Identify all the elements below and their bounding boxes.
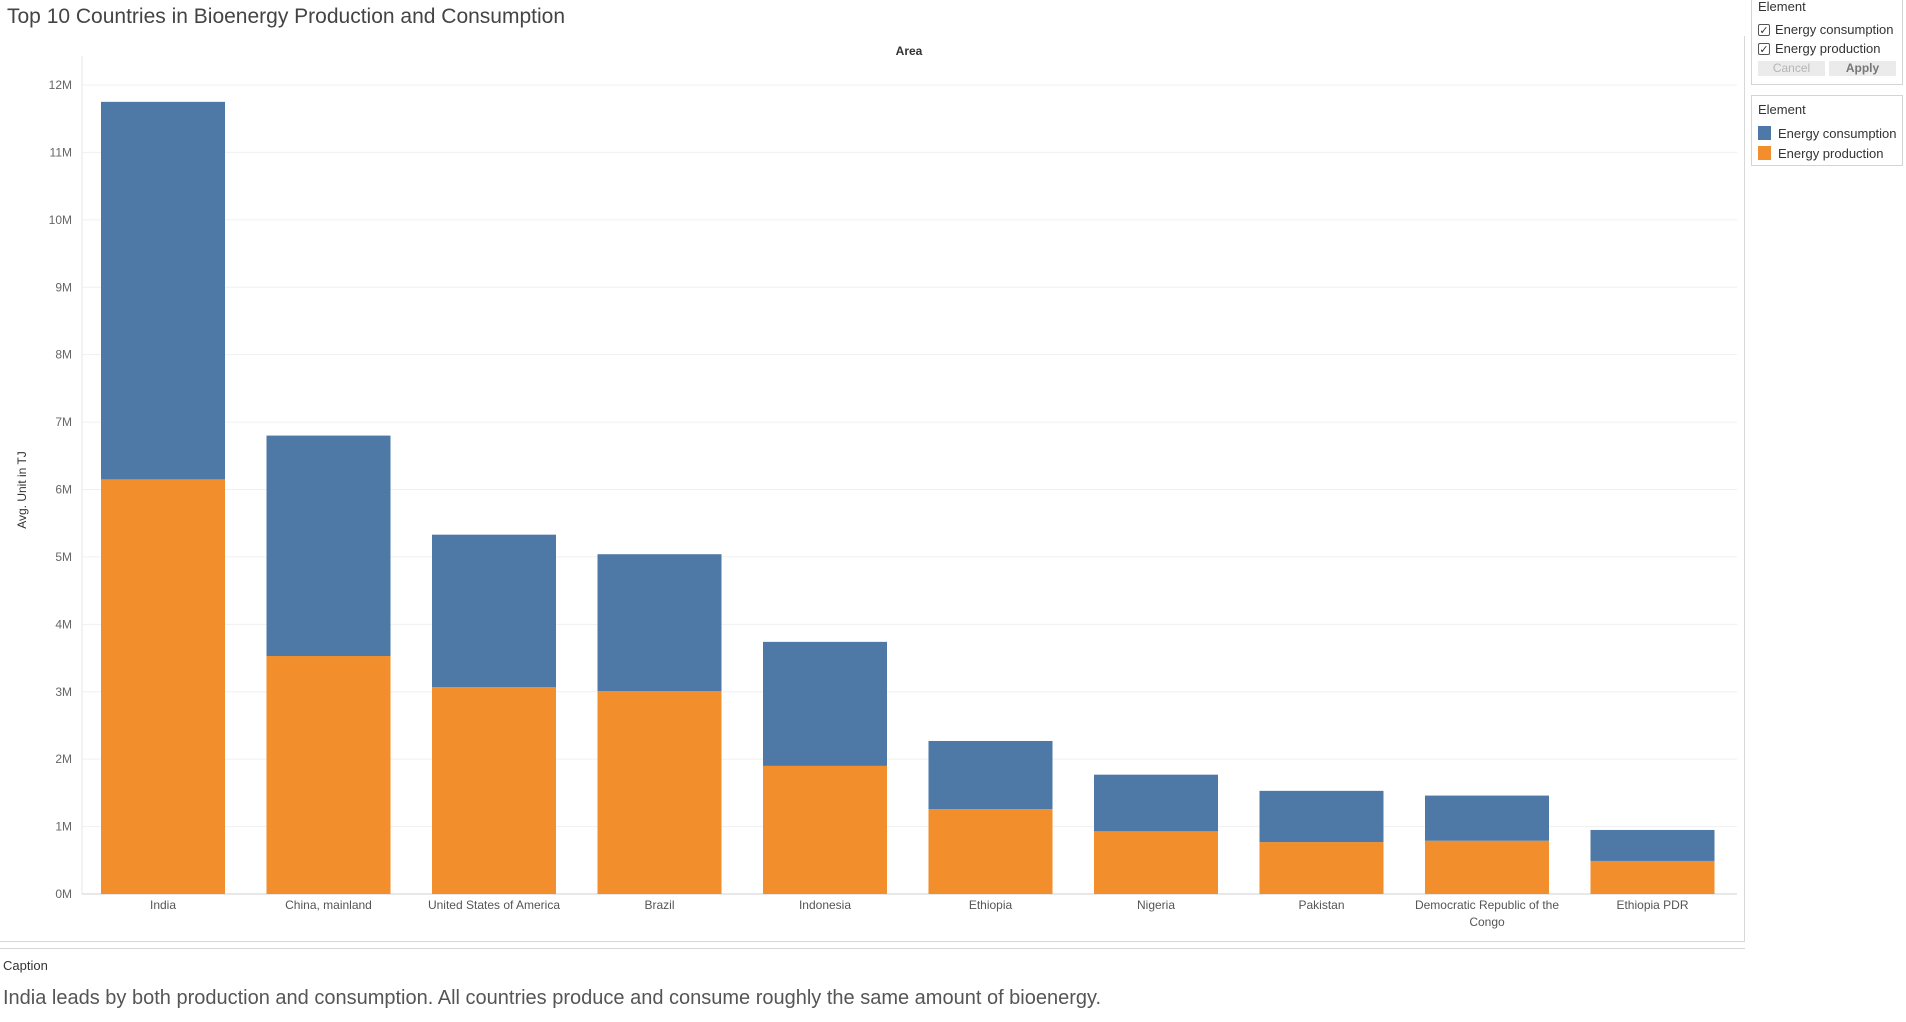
x-tick-label: Brazil bbox=[644, 898, 674, 912]
legend-item-energy-production[interactable]: Energy production bbox=[1752, 143, 1902, 163]
y-tick-label: 1M bbox=[55, 820, 72, 834]
y-tick-label: 8M bbox=[55, 348, 72, 362]
element-filter-panel: Element ✓ Energy consumption ✓ Energy pr… bbox=[1751, 0, 1903, 85]
bar-energy-production bbox=[928, 809, 1053, 894]
y-tick-label: 2M bbox=[55, 752, 72, 766]
legend-item-label: Energy production bbox=[1778, 145, 1884, 161]
stacked-bar-chart: Area 0M 1M 2M 3M 4M 5M 6M 7M 8M 9M 10M 11M 12M Avg. Un… bbox=[15, 44, 1737, 929]
bar-energy-production bbox=[1094, 831, 1218, 894]
bar-energy-consumption bbox=[1259, 790, 1384, 843]
legend-item-label: Energy consumption bbox=[1778, 125, 1897, 141]
y-tick-label: 7M bbox=[55, 415, 72, 429]
bar-energy-consumption bbox=[763, 641, 887, 766]
bar-energy-production bbox=[1259, 842, 1384, 894]
bar-energy-production bbox=[1425, 840, 1549, 894]
filter-item-energy-consumption[interactable]: ✓ Energy consumption bbox=[1752, 20, 1902, 39]
caption-text: India leads by both production and consu… bbox=[3, 987, 1102, 1009]
legend-item-energy-consumption[interactable]: Energy consumption bbox=[1752, 123, 1902, 143]
column-header: Area bbox=[896, 44, 923, 58]
legend-title: Element bbox=[1758, 102, 1806, 117]
caption-label: Caption bbox=[3, 958, 48, 973]
y-tick-label: 6M bbox=[55, 483, 72, 497]
bar-energy-production bbox=[763, 765, 887, 894]
bar-energy-consumption bbox=[266, 435, 391, 657]
bar-energy-consumption bbox=[928, 740, 1053, 810]
x-tick-label: India bbox=[150, 898, 176, 912]
y-tick-label: 10M bbox=[49, 213, 72, 227]
bar-energy-consumption bbox=[1425, 795, 1549, 841]
bar-energy-consumption bbox=[101, 101, 225, 480]
bar-energy-consumption bbox=[1094, 774, 1218, 832]
bar-energy-production bbox=[101, 479, 225, 894]
bar-energy-consumption bbox=[597, 554, 722, 692]
x-tick-label: United States of America bbox=[428, 898, 560, 912]
bar-energy-consumption bbox=[1590, 829, 1715, 861]
bar-energy-consumption bbox=[432, 534, 556, 688]
bar-energy-production bbox=[432, 687, 556, 894]
color-legend-panel: Element Energy consumption Energy produc… bbox=[1751, 95, 1903, 166]
y-tick-label: 0M bbox=[55, 887, 72, 901]
caption-box: Caption India leads by both production a… bbox=[0, 948, 1745, 1022]
x-tick-label: Nigeria bbox=[1137, 898, 1175, 912]
y-tick-label: 3M bbox=[55, 685, 72, 699]
y-axis-title: Avg. Unit in TJ bbox=[15, 451, 29, 529]
filter-item-energy-production[interactable]: ✓ Energy production bbox=[1752, 39, 1902, 58]
legend-swatch bbox=[1758, 126, 1771, 140]
x-tick-label: Democratic Republic of the Congo bbox=[1415, 898, 1559, 929]
filter-title: Element bbox=[1758, 0, 1806, 14]
x-tick-label: China, mainland bbox=[285, 898, 372, 912]
filter-item-label: Energy production bbox=[1775, 41, 1881, 56]
y-tick-label: 9M bbox=[55, 280, 72, 294]
x-tick-label: Ethiopia bbox=[969, 898, 1013, 912]
y-tick-label: 12M bbox=[49, 78, 72, 92]
chart-title: Top 10 Countries in Bioenergy Production… bbox=[7, 5, 566, 28]
apply-button[interactable]: Apply bbox=[1829, 61, 1896, 76]
bar-energy-production bbox=[597, 691, 722, 894]
checkbox-checked-icon[interactable]: ✓ bbox=[1758, 23, 1770, 37]
x-tick-label: Ethiopia PDR bbox=[1616, 898, 1688, 912]
y-tick-label: 5M bbox=[55, 550, 72, 564]
cancel-button[interactable]: Cancel bbox=[1758, 61, 1825, 76]
y-tick-label: 11M bbox=[50, 145, 72, 159]
checkbox-checked-icon[interactable]: ✓ bbox=[1758, 42, 1770, 56]
legend-swatch bbox=[1758, 146, 1771, 160]
bar-energy-production bbox=[1590, 860, 1715, 894]
x-tick-label: Pakistan bbox=[1298, 898, 1344, 912]
filter-item-label: Energy consumption bbox=[1775, 22, 1894, 37]
chart-area: Area 0M 1M 2M 3M 4M 5M 6M 7M 8M 9M 10M 11M 12M Avg. Un… bbox=[0, 36, 1745, 942]
y-tick-label: 4M bbox=[55, 617, 72, 631]
x-tick-label: Indonesia bbox=[799, 898, 851, 912]
bar-energy-production bbox=[266, 656, 391, 894]
